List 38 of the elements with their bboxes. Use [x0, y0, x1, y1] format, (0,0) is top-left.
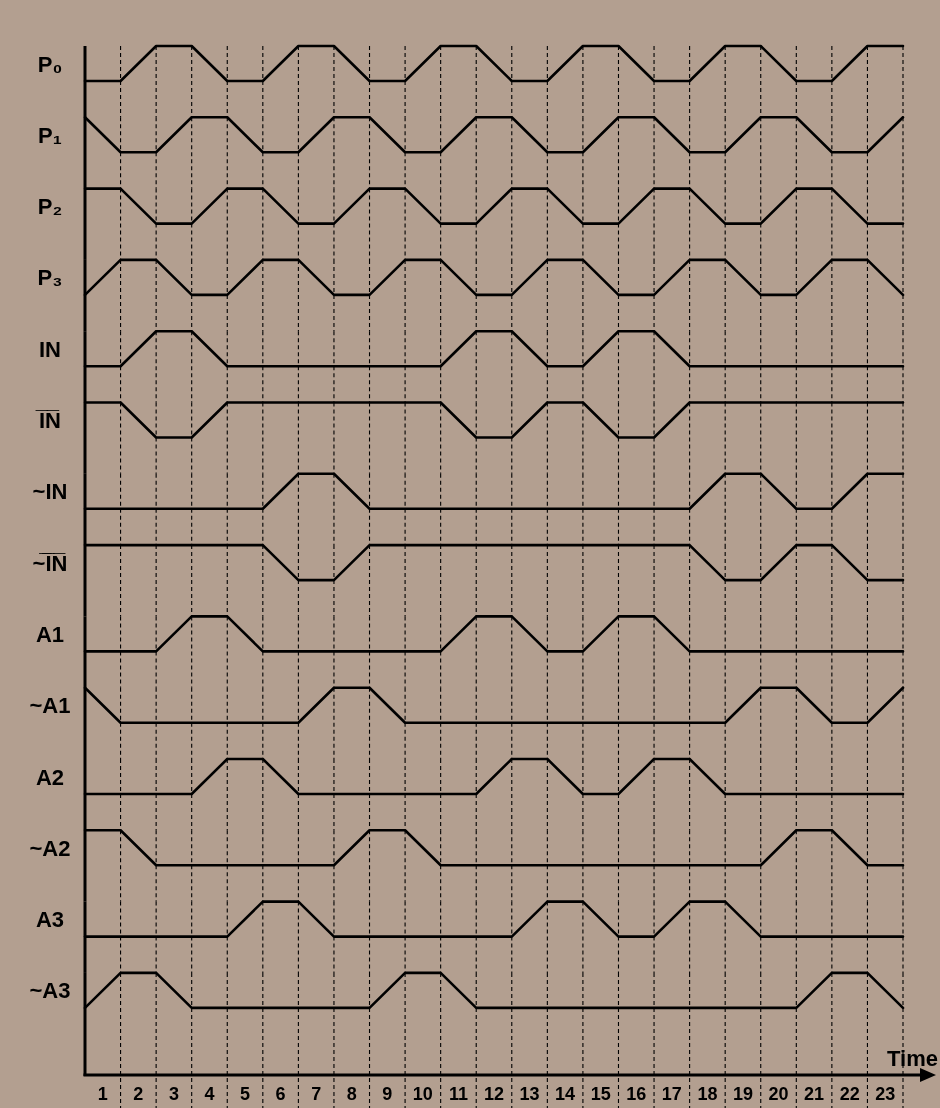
x-tick-label: 5: [240, 1084, 251, 1104]
y-axis-title: ~A2: [29, 835, 71, 861]
y-axis-title: A2: [35, 764, 65, 790]
x-tick-label: 20: [768, 1084, 789, 1104]
x-tick-label: 22: [839, 1084, 860, 1104]
y-axis-title: IN: [39, 336, 61, 362]
x-tick-label: 8: [346, 1084, 357, 1104]
x-tick-label: 2: [133, 1084, 144, 1104]
y-axis-title: P₁: [38, 122, 62, 148]
x-tick-label: 13: [519, 1084, 540, 1104]
y-axis-title: P₃: [37, 265, 63, 291]
x-tick-label: 4: [204, 1084, 215, 1104]
x-tick-label: 1: [97, 1084, 108, 1104]
x-tick-label: 16: [626, 1084, 647, 1104]
x-tick-label: 10: [412, 1084, 433, 1104]
x-tick-label: 12: [483, 1084, 505, 1104]
y-axis-title: P₂: [37, 194, 63, 220]
x-tick-label: 23: [875, 1084, 896, 1104]
y-axis-title: A3: [35, 907, 65, 933]
x-tick-label: 15: [590, 1084, 611, 1104]
y-axis-title: ~A3: [29, 978, 71, 1004]
x-tick-label: 19: [732, 1084, 753, 1104]
x-tick-label: 21: [804, 1084, 825, 1104]
y-axis-title: ~A1: [29, 693, 71, 719]
x-tick-label: 7: [311, 1084, 322, 1104]
y-axis-title: P₀: [37, 51, 63, 77]
x-tick-label: 11: [448, 1084, 468, 1104]
x-tick-label: 18: [697, 1084, 718, 1104]
x-tick-label: 14: [555, 1084, 576, 1104]
x-tick-label: 17: [661, 1084, 682, 1104]
x-tick-label: 9: [382, 1084, 393, 1104]
x-tick-label: 6: [275, 1084, 286, 1104]
x-tick-label: 3: [168, 1084, 179, 1104]
y-axis-title: A1: [35, 621, 65, 647]
x-axis-title: Time: [887, 1046, 938, 1071]
y-axis-title: I̅N̅: [35, 408, 61, 433]
y-axis-title: ~IN: [32, 479, 68, 505]
y-axis-title: ~̅I̅N̅: [32, 550, 68, 576]
